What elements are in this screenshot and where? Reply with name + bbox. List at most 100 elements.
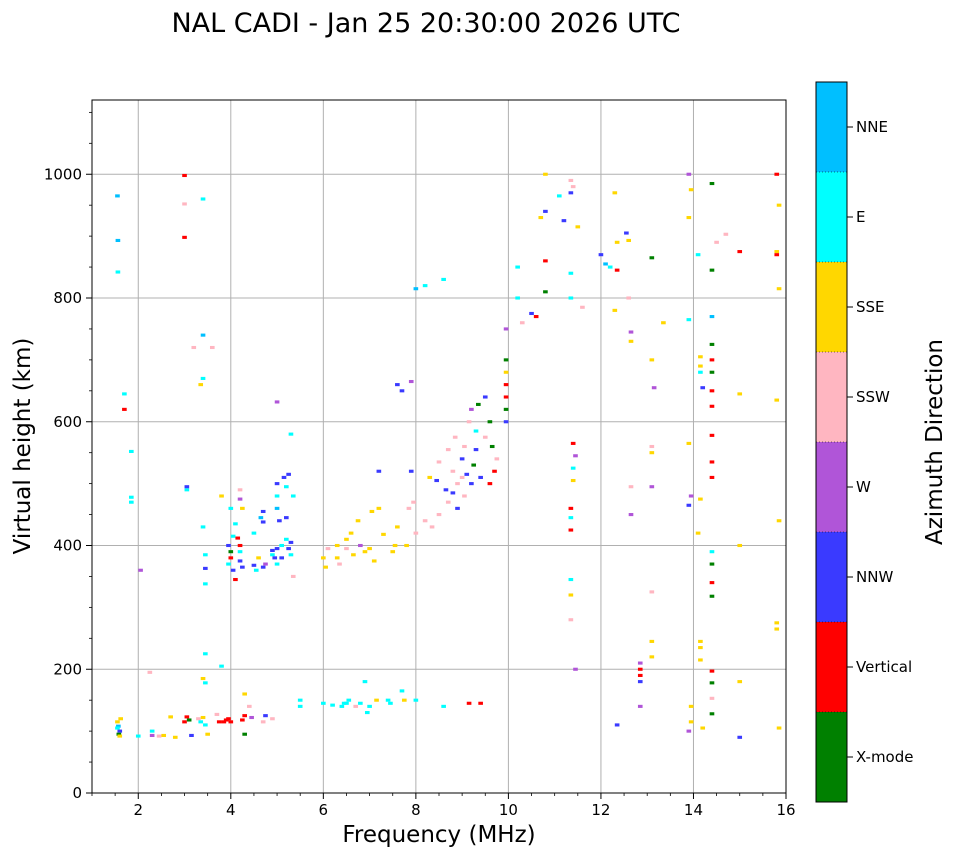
data-point-e <box>237 550 243 554</box>
data-point-sse <box>698 658 703 662</box>
data-point-nne <box>274 506 280 510</box>
data-point-nnw <box>700 386 706 390</box>
data-point-nnw <box>529 311 534 316</box>
data-point-ssw <box>353 704 359 708</box>
data-point-nnw <box>399 389 405 393</box>
data-point-vertical <box>237 543 243 548</box>
x-axis-ticks: 2 4 6 8 10 12 14 16 <box>91 793 796 819</box>
data-point-nnw <box>279 556 285 560</box>
data-point-w <box>237 497 243 501</box>
data-point-sse <box>612 191 618 195</box>
data-point-vertical <box>709 581 715 585</box>
data-point-nnw <box>286 547 291 551</box>
data-point-nne <box>200 333 206 337</box>
plot-area: 2 4 6 8 10 12 14 16 0 200 400 600 800 1000 <box>44 99 796 819</box>
data-point-e <box>288 553 294 557</box>
data-point-sse <box>776 519 782 523</box>
data-point-sse <box>344 537 349 541</box>
x-tick-label: 16 <box>776 801 795 819</box>
data-point-e <box>219 664 224 668</box>
data-point-x-mode <box>709 342 715 346</box>
data-point-ssw <box>156 734 162 738</box>
data-point-sse <box>172 735 178 739</box>
data-point-sse <box>362 550 368 554</box>
colorbar-segment <box>816 532 847 622</box>
data-point-x-mode <box>543 290 548 294</box>
data-point-x-mode <box>186 718 192 722</box>
data-point-nnw <box>281 475 287 479</box>
colorbar-label-nnw: NNW <box>856 568 893 586</box>
grid-lines <box>92 100 787 793</box>
data-point-e <box>709 550 715 554</box>
data-point-x-mode <box>709 712 715 716</box>
data-point-e <box>253 568 259 572</box>
colorbar-label-e: E <box>856 208 865 226</box>
data-point-e <box>135 734 141 738</box>
data-point-vertical <box>240 718 245 722</box>
data-point-sse <box>404 543 409 548</box>
data-point-nnw <box>561 219 567 223</box>
data-point-e <box>129 449 134 453</box>
data-point-ssw <box>260 720 266 724</box>
data-point-nnw <box>189 733 194 738</box>
data-point-e <box>274 494 280 498</box>
data-point-ssw <box>344 547 349 551</box>
data-point-x-mode <box>709 594 715 598</box>
data-point-vertical <box>568 506 574 510</box>
data-point-ssw <box>413 531 419 535</box>
data-point-sse <box>628 339 634 343</box>
data-point-ssw <box>270 717 275 721</box>
x-axis-label: Frequency (MHz) <box>342 822 535 848</box>
data-point-nnw <box>272 556 278 560</box>
data-point-e <box>515 296 520 300</box>
data-point-x-mode <box>489 444 495 449</box>
data-point-ssw <box>462 494 467 498</box>
data-point-e <box>568 577 574 582</box>
data-point-e <box>230 534 236 538</box>
data-point-nnw <box>455 506 460 510</box>
data-point-e <box>203 681 208 685</box>
data-point-e <box>279 543 285 548</box>
data-point-sse <box>774 398 780 402</box>
data-point-nnw <box>598 253 604 257</box>
data-point-nnw <box>274 547 280 551</box>
data-point-vertical <box>226 717 231 721</box>
data-point-e <box>346 698 352 702</box>
colorbar-segment <box>816 352 847 442</box>
data-point-e <box>184 488 190 492</box>
data-point-vertical <box>122 407 127 411</box>
data-point-w <box>686 729 692 733</box>
data-point-w <box>628 330 634 334</box>
data-point-w <box>649 485 655 489</box>
data-point-nnw <box>117 729 123 733</box>
data-point-nnw <box>478 475 483 479</box>
data-point-ssw <box>462 444 467 449</box>
data-point-nnw <box>443 488 449 492</box>
data-point-x-mode <box>476 402 481 406</box>
data-point-ssw <box>191 345 197 350</box>
data-point-sse <box>614 240 620 244</box>
data-point-e <box>570 466 576 470</box>
data-point-x-mode <box>709 268 715 272</box>
data-point-sse <box>543 172 548 176</box>
data-point-e <box>413 698 419 702</box>
data-point-ssw <box>723 232 729 236</box>
data-point-vertical <box>709 404 715 408</box>
data-point-vertical <box>216 720 222 724</box>
data-point-x-mode <box>242 732 247 736</box>
data-point-sse <box>774 621 780 625</box>
data-point-nnw <box>543 209 548 213</box>
data-point-sse <box>367 547 372 551</box>
data-point-w <box>573 454 578 458</box>
data-point-ssw <box>570 185 576 189</box>
data-point-sse <box>700 726 706 730</box>
data-point-e <box>568 296 574 300</box>
data-point-nnw <box>568 191 574 195</box>
data-point-e <box>399 689 405 693</box>
colorbar-label-w: W <box>856 478 871 496</box>
data-point-sse <box>538 216 544 220</box>
data-point-sse <box>240 506 245 510</box>
data-point-ssw <box>466 420 472 424</box>
data-point-ssw <box>445 448 451 452</box>
data-point-w <box>503 327 509 331</box>
